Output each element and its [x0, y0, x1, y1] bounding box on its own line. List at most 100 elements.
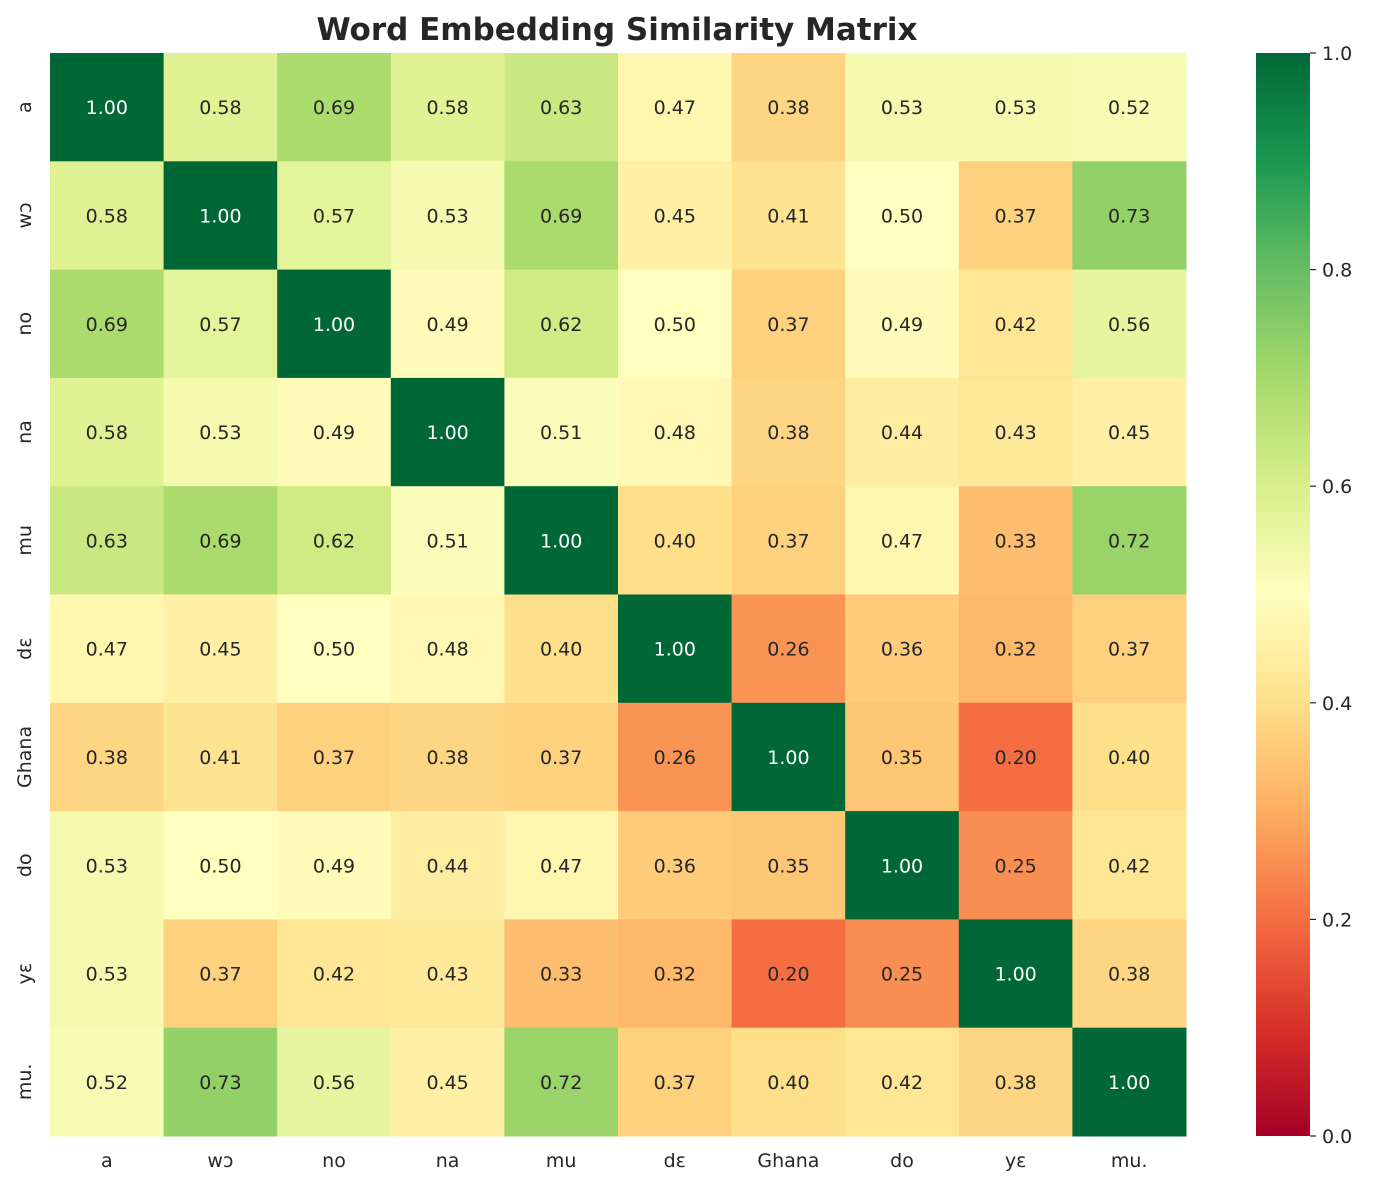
heatmap-cell — [1072, 269, 1187, 379]
y-tick-label: no — [14, 312, 36, 336]
cell-value-label: 0.62 — [540, 314, 582, 336]
heatmap-cell — [277, 811, 392, 920]
heatmap-cell — [390, 919, 505, 1029]
cell-value-label: 0.42 — [313, 964, 355, 986]
heatmap-cell — [618, 53, 733, 162]
heatmap-cell — [618, 377, 733, 487]
heatmap-cell — [1072, 161, 1187, 271]
heatmap-cell — [50, 919, 165, 1029]
heatmap-cell — [731, 594, 846, 704]
heatmap-cell — [277, 377, 392, 487]
heatmap-cell — [731, 53, 846, 162]
cell-value-label: 0.58 — [426, 97, 468, 119]
heatmap-cell — [504, 486, 619, 595]
cell-value-label: 1.00 — [199, 205, 241, 227]
heatmap-cell — [163, 919, 278, 1029]
cell-value-label: 0.38 — [767, 422, 809, 444]
cell-value-label: 0.40 — [654, 530, 696, 552]
cell-value-label: 0.58 — [86, 422, 128, 444]
heatmap-cell — [50, 811, 165, 920]
cell-value-label: 0.36 — [654, 855, 696, 877]
cell-value-label: 0.57 — [313, 205, 355, 227]
cell-value-label: 0.53 — [994, 97, 1036, 119]
cell-value-label: 0.38 — [1108, 964, 1150, 986]
cell-value-label: 0.42 — [881, 1072, 923, 1094]
cell-value-label: 0.49 — [426, 314, 468, 336]
heatmap-cell — [731, 486, 846, 595]
cell-value-label: 1.00 — [540, 530, 582, 552]
heatmap-cell — [504, 702, 619, 812]
heatmap-cell — [731, 161, 846, 271]
y-tick-label: yɛ — [14, 963, 36, 985]
cell-value-label: 1.00 — [313, 314, 355, 336]
y-tick-label: do — [14, 853, 36, 877]
heatmap-cell — [731, 377, 846, 487]
cell-value-label: 0.43 — [994, 422, 1036, 444]
heatmap-cell — [845, 161, 960, 271]
cell-value-label: 0.57 — [199, 314, 241, 336]
heatmap-cell — [50, 594, 165, 704]
cell-value-label: 0.40 — [767, 1072, 809, 1094]
cell-value-label: 0.51 — [426, 530, 468, 552]
heatmap-cell — [277, 269, 392, 379]
y-tick-label: dɛ — [14, 637, 36, 659]
cell-value-label: 0.33 — [540, 964, 582, 986]
cell-value-label: 0.49 — [881, 314, 923, 336]
heatmap-cell — [504, 161, 619, 271]
cell-value-label: 0.58 — [86, 205, 128, 227]
cell-value-label: 0.26 — [654, 747, 696, 769]
heatmap-cell — [390, 594, 505, 704]
cell-value-label: 0.20 — [994, 747, 1036, 769]
heatmap-cell — [504, 53, 619, 162]
heatmap-cell — [504, 269, 619, 379]
heatmap-cell — [958, 377, 1073, 487]
cell-value-label: 0.33 — [994, 530, 1036, 552]
cell-value-label: 0.41 — [199, 747, 241, 769]
x-tick-label: yɛ — [1005, 1150, 1027, 1172]
cell-value-label: 0.25 — [881, 964, 923, 986]
x-tick-label: do — [890, 1150, 914, 1172]
heatmap-cell — [163, 53, 278, 162]
cell-value-label: 0.43 — [426, 964, 468, 986]
colorbar-tick-label: 0.0 — [1322, 1126, 1352, 1148]
heatmap-cell — [50, 269, 165, 379]
cell-value-label: 0.32 — [654, 964, 696, 986]
cell-value-label: 0.62 — [313, 530, 355, 552]
cell-value-label: 0.35 — [767, 855, 809, 877]
heatmap-cell — [390, 377, 505, 487]
chart-title: Word Embedding Similarity Matrix — [316, 12, 917, 48]
cell-value-label: 0.69 — [540, 205, 582, 227]
colorbar-tick-label: 0.6 — [1322, 476, 1352, 498]
cell-value-label: 0.40 — [540, 639, 582, 661]
cell-value-label: 0.50 — [313, 639, 355, 661]
heatmap-cell — [504, 594, 619, 704]
cell-value-label: 0.38 — [767, 97, 809, 119]
cell-value-label: 0.44 — [426, 855, 468, 877]
cell-value-label: 0.37 — [540, 747, 582, 769]
heatmap-cell — [277, 919, 392, 1029]
cell-value-label: 0.73 — [199, 1072, 241, 1094]
cell-value-label: 0.51 — [540, 422, 582, 444]
cell-value-label: 0.53 — [426, 205, 468, 227]
colorbar-gradient — [1256, 53, 1310, 1136]
cell-value-label: 0.37 — [994, 205, 1036, 227]
colorbar-tick-label: 0.2 — [1322, 909, 1352, 931]
heatmap-cell — [845, 702, 960, 812]
heatmap-cell — [845, 377, 960, 487]
y-tick-label: a — [14, 101, 36, 113]
heatmap-cell — [845, 269, 960, 379]
cell-value-label: 0.37 — [767, 314, 809, 336]
cell-value-label: 0.72 — [540, 1072, 582, 1094]
cell-value-label: 0.48 — [654, 422, 696, 444]
cell-value-label: 0.45 — [199, 639, 241, 661]
heatmap-cell — [731, 1027, 846, 1137]
heatmap-cell — [1072, 1027, 1187, 1137]
colorbar: 0.0 0.2 0.4 0.6 0.8 1.0 — [1256, 43, 1352, 1148]
heatmap-cell — [618, 594, 733, 704]
heatmap-cell — [618, 486, 733, 595]
cell-value-label: 0.47 — [654, 97, 696, 119]
heatmap-cell — [958, 811, 1073, 920]
heatmap-cell — [731, 811, 846, 920]
cell-value-label: 0.52 — [86, 1072, 128, 1094]
y-tick-label: Ghana — [14, 726, 36, 788]
